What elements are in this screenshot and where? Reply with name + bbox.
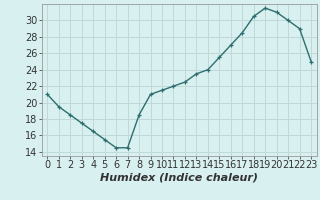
X-axis label: Humidex (Indice chaleur): Humidex (Indice chaleur) xyxy=(100,173,258,183)
